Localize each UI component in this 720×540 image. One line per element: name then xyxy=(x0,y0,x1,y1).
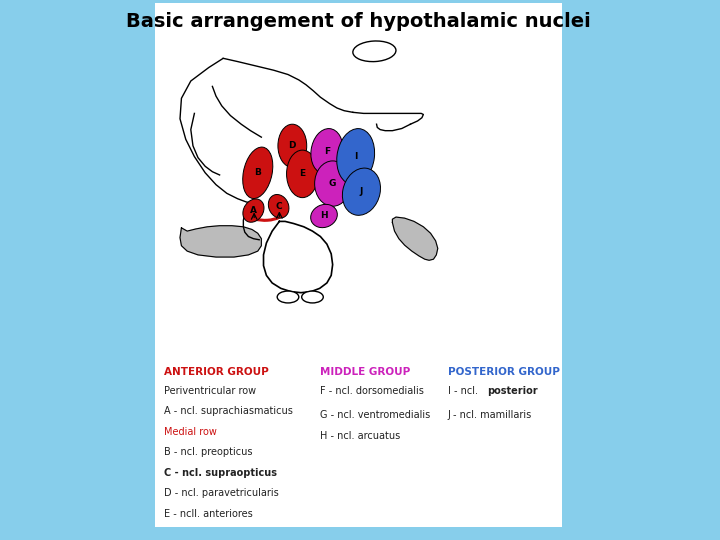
Ellipse shape xyxy=(343,168,380,215)
Text: D: D xyxy=(289,141,296,150)
Text: F: F xyxy=(324,147,330,156)
Text: B - ncl. preopticus: B - ncl. preopticus xyxy=(164,447,253,457)
Text: B: B xyxy=(254,168,261,177)
Ellipse shape xyxy=(243,199,264,222)
FancyBboxPatch shape xyxy=(155,3,562,526)
Ellipse shape xyxy=(278,124,307,167)
Text: MIDDLE GROUP: MIDDLE GROUP xyxy=(320,367,410,377)
Polygon shape xyxy=(264,221,333,293)
Ellipse shape xyxy=(277,291,299,303)
Text: D - ncl. paravetricularis: D - ncl. paravetricularis xyxy=(164,488,279,498)
FancyBboxPatch shape xyxy=(155,5,562,38)
Text: C: C xyxy=(275,202,282,211)
Ellipse shape xyxy=(243,147,273,199)
Text: H - ncl. arcuatus: H - ncl. arcuatus xyxy=(320,431,400,441)
Polygon shape xyxy=(392,217,438,260)
Text: Periventricular row: Periventricular row xyxy=(164,386,256,396)
Ellipse shape xyxy=(310,204,338,228)
Ellipse shape xyxy=(311,129,343,174)
Text: A - ncl. suprachiasmaticus: A - ncl. suprachiasmaticus xyxy=(164,406,293,416)
Text: F - ncl. dorsomedialis: F - ncl. dorsomedialis xyxy=(320,386,424,396)
Ellipse shape xyxy=(353,41,396,62)
Text: E: E xyxy=(300,170,305,178)
Ellipse shape xyxy=(337,129,374,185)
Text: G - ncl. ventromedialis: G - ncl. ventromedialis xyxy=(320,410,431,420)
Text: I - ncl.: I - ncl. xyxy=(448,386,481,396)
Text: C - ncl. supraopticus: C - ncl. supraopticus xyxy=(164,468,277,478)
FancyBboxPatch shape xyxy=(173,43,540,356)
Polygon shape xyxy=(180,226,261,257)
Text: ANTERIOR GROUP: ANTERIOR GROUP xyxy=(164,367,269,377)
Text: J - ncl. mamillaris: J - ncl. mamillaris xyxy=(448,410,532,420)
Ellipse shape xyxy=(302,291,323,303)
Text: H: H xyxy=(320,212,328,220)
Text: POSTERIOR GROUP: POSTERIOR GROUP xyxy=(448,367,559,377)
Text: Basic arrangement of hypothalamic nuclei: Basic arrangement of hypothalamic nuclei xyxy=(126,12,590,31)
Text: G: G xyxy=(329,179,336,188)
Text: J: J xyxy=(360,187,363,196)
Ellipse shape xyxy=(269,194,289,218)
Text: A: A xyxy=(250,206,257,215)
Ellipse shape xyxy=(315,161,351,206)
Text: I: I xyxy=(354,152,357,161)
Ellipse shape xyxy=(287,150,318,198)
Text: posterior: posterior xyxy=(487,386,538,396)
Text: E - ncll. anteriores: E - ncll. anteriores xyxy=(164,509,253,519)
Text: Medial row: Medial row xyxy=(164,427,217,437)
